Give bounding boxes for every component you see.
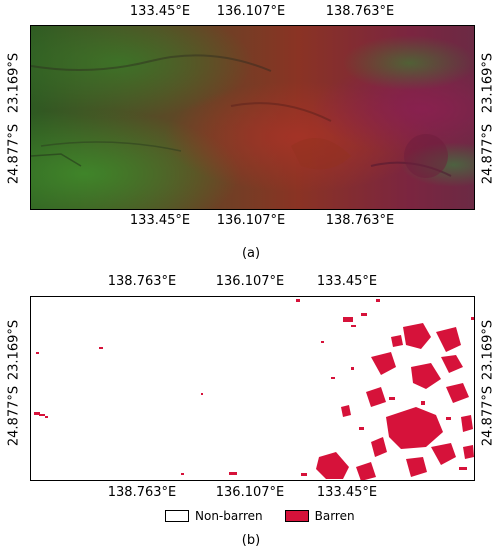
- legend-label-barren: Barren: [314, 509, 355, 523]
- right-tick-2: 23.169°S: [480, 52, 496, 114]
- legend: Non-barren Barren: [165, 509, 377, 523]
- legend-swatch-non-barren: [165, 510, 189, 522]
- bottom-tick-3: 138.763°E: [325, 213, 395, 228]
- left-tick-1: 24.877°S: [6, 123, 22, 185]
- satellite-image-svg: [31, 26, 474, 209]
- barren-patches: [34, 299, 474, 480]
- legend-item-non-barren: Non-barren: [165, 509, 263, 523]
- right-tick-1: 24.877°S: [480, 123, 496, 185]
- legend-label-non-barren: Non-barren: [195, 509, 263, 523]
- legend-swatch-barren: [284, 510, 309, 522]
- caption-b: (b): [241, 533, 261, 548]
- barren-map-svg: [31, 297, 474, 480]
- caption-a: (a): [241, 246, 261, 261]
- bottom-tick-1: 133.45°E: [129, 213, 191, 228]
- bottom-tick-3: 133.45°E: [316, 485, 378, 500]
- left-tick-2: 23.169°S: [6, 319, 22, 381]
- left-tick-1: 24.877°S: [6, 385, 22, 447]
- bottom-tick-2: 136.107°E: [216, 213, 286, 228]
- panel-a: 133.45°E 136.107°E 138.763°E 24.877°S 23…: [0, 0, 502, 270]
- satellite-image: [30, 25, 475, 210]
- top-tick-2: 136.107°E: [215, 274, 285, 289]
- top-tick-3: 138.763°E: [325, 4, 395, 19]
- bottom-tick-2: 136.107°E: [215, 485, 285, 500]
- top-tick-1: 138.763°E: [107, 274, 177, 289]
- legend-item-barren: Barren: [284, 509, 355, 523]
- top-tick-1: 133.45°E: [129, 4, 191, 19]
- right-tick-1: 24.877°S: [480, 385, 496, 447]
- barren-map: [30, 296, 475, 481]
- panel-b: 138.763°E 136.107°E 133.45°E 24.877°S 23…: [0, 274, 502, 550]
- bottom-tick-1: 138.763°E: [107, 485, 177, 500]
- top-tick-2: 136.107°E: [216, 4, 286, 19]
- left-tick-2: 23.169°S: [6, 52, 22, 114]
- right-tick-2: 23.169°S: [480, 319, 496, 381]
- top-tick-3: 133.45°E: [316, 274, 378, 289]
